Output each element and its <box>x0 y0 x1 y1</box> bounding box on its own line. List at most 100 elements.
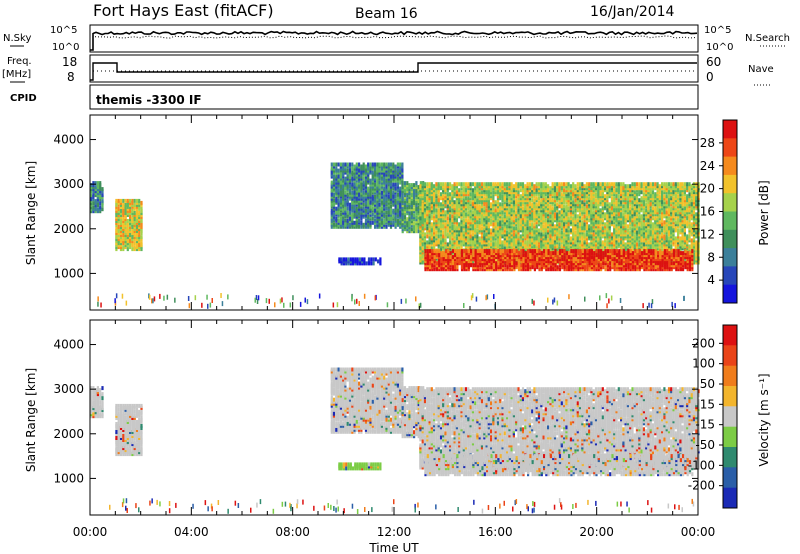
power-cell <box>355 216 358 221</box>
power-cell <box>551 238 554 243</box>
power-cell <box>389 190 393 195</box>
power-cell <box>544 228 547 233</box>
power-cell <box>620 220 623 225</box>
power-cell <box>515 226 518 231</box>
power-cell <box>380 166 383 171</box>
power-cell <box>592 232 595 237</box>
beam-label: Beam 16 <box>355 6 418 22</box>
power-cell <box>503 182 506 187</box>
power-cell <box>332 192 336 197</box>
power-cell <box>594 182 598 187</box>
power-cell <box>351 166 354 171</box>
power-cell <box>124 211 127 215</box>
power-cell <box>515 202 518 207</box>
power-cell <box>521 202 525 207</box>
power-cell <box>433 202 436 207</box>
power-cell <box>453 228 456 233</box>
power-cell <box>92 193 95 198</box>
power-cell <box>578 182 582 187</box>
power-cell <box>581 220 584 225</box>
power-cell <box>122 245 125 250</box>
power-cell <box>383 166 386 171</box>
power-cell <box>567 228 570 233</box>
power-cell <box>467 218 470 223</box>
power-cell <box>380 162 383 167</box>
power-cell <box>569 202 572 207</box>
power-cell <box>437 202 440 207</box>
power-cell <box>476 198 479 203</box>
power-cell <box>337 218 340 223</box>
power-cell <box>401 162 404 167</box>
power-cell <box>449 182 452 187</box>
power-cell <box>408 211 411 216</box>
power-cell <box>558 246 561 251</box>
power-cell <box>413 221 416 226</box>
power-cell <box>332 216 336 221</box>
power-cell <box>364 208 368 213</box>
power-cell <box>556 244 559 249</box>
power-cell <box>576 186 579 191</box>
power-cell <box>92 201 95 206</box>
power-cell <box>413 207 416 212</box>
power-cell <box>560 202 563 207</box>
power-cell <box>583 184 586 189</box>
power-cell <box>601 182 604 187</box>
power-cell <box>392 208 395 213</box>
power-cell <box>490 242 493 247</box>
power-cell <box>430 232 433 237</box>
power-cell <box>419 252 422 257</box>
power-cell <box>371 162 374 167</box>
power-cell <box>469 200 472 205</box>
power-cell <box>549 204 552 209</box>
power-cell <box>490 202 493 207</box>
power-cell <box>131 229 134 233</box>
power-cell <box>515 218 518 223</box>
power-cell <box>442 202 445 207</box>
power-cell <box>451 208 454 213</box>
power-cell <box>396 168 399 173</box>
power-cell <box>508 220 511 225</box>
power-cell <box>476 182 479 187</box>
power-cell <box>499 202 502 207</box>
power-cell <box>348 178 352 183</box>
power-cell <box>419 184 422 189</box>
cpid-label: CPID <box>10 93 37 104</box>
power-cell <box>563 188 566 193</box>
power-cell <box>426 226 429 231</box>
power-cell <box>480 244 484 249</box>
power-cell <box>510 216 513 221</box>
power-cell <box>380 206 383 211</box>
power-cell <box>578 212 582 217</box>
power-cell <box>442 230 445 235</box>
power-cell <box>360 164 363 169</box>
power-cell <box>503 228 506 233</box>
power-cell <box>590 182 593 187</box>
power-cell <box>442 182 445 187</box>
power-cell <box>428 202 431 207</box>
power-cell <box>542 182 545 187</box>
power-cell <box>140 206 143 211</box>
power-cell <box>401 195 404 200</box>
power-cell <box>358 224 361 229</box>
power-cell <box>389 162 393 167</box>
power-cell <box>403 205 407 210</box>
power-cell <box>362 176 365 181</box>
power-cell <box>540 228 543 233</box>
power-cell <box>599 236 602 241</box>
power-cell <box>126 211 129 215</box>
power-cell <box>135 235 139 240</box>
power-cell <box>631 182 634 187</box>
power-cell <box>480 190 484 195</box>
power-cell <box>458 182 461 187</box>
power-cell <box>624 242 627 247</box>
power-cell <box>339 190 342 195</box>
power-cell <box>560 230 563 235</box>
power-cell <box>519 234 522 239</box>
power-cell <box>346 192 349 197</box>
power-cell <box>451 196 454 201</box>
power-cell <box>512 184 515 189</box>
power-cell <box>458 228 461 233</box>
power-cell <box>138 233 141 237</box>
nave-tick-bottom: 0 <box>706 70 714 84</box>
